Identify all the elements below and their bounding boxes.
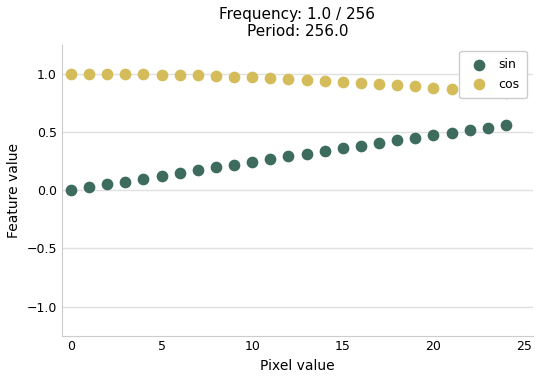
cos: [157, 71, 166, 78]
sin: [248, 159, 256, 165]
sin: [103, 181, 111, 187]
sin: [85, 184, 93, 190]
cos: [103, 71, 111, 77]
sin: [320, 148, 329, 154]
cos: [284, 76, 293, 82]
cos: [393, 82, 401, 88]
sin: [465, 127, 474, 133]
sin: [411, 135, 420, 141]
cos: [121, 71, 130, 77]
sin: [193, 167, 202, 173]
cos: [230, 74, 238, 80]
sin: [447, 130, 456, 136]
cos: [429, 84, 438, 90]
sin: [157, 173, 166, 179]
sin: [212, 165, 220, 171]
cos: [447, 86, 456, 92]
cos: [193, 73, 202, 79]
X-axis label: Pixel value: Pixel value: [260, 359, 335, 373]
sin: [302, 150, 311, 157]
sin: [266, 156, 275, 162]
sin: [121, 179, 130, 185]
cos: [248, 74, 256, 80]
sin: [429, 132, 438, 138]
cos: [465, 87, 474, 93]
sin: [284, 154, 293, 160]
cos: [85, 71, 93, 77]
sin: [375, 140, 383, 146]
cos: [266, 75, 275, 81]
cos: [356, 79, 365, 86]
cos: [375, 81, 383, 87]
cos: [139, 71, 148, 78]
Title: Frequency: 1.0 / 256
Period: 256.0: Frequency: 1.0 / 256 Period: 256.0: [219, 7, 375, 40]
Y-axis label: Feature value: Feature value: [7, 142, 21, 238]
sin: [502, 122, 510, 128]
sin: [139, 176, 148, 182]
sin: [66, 187, 75, 193]
sin: [339, 145, 347, 151]
cos: [339, 79, 347, 85]
cos: [302, 77, 311, 83]
cos: [66, 71, 75, 77]
cos: [320, 78, 329, 84]
cos: [502, 90, 510, 97]
sin: [176, 170, 184, 176]
cos: [212, 73, 220, 79]
cos: [411, 83, 420, 89]
sin: [393, 137, 401, 143]
cos: [483, 89, 492, 95]
sin: [230, 162, 238, 168]
Legend: sin, cos: sin, cos: [460, 51, 527, 98]
cos: [176, 72, 184, 78]
sin: [483, 125, 492, 131]
sin: [356, 142, 365, 149]
